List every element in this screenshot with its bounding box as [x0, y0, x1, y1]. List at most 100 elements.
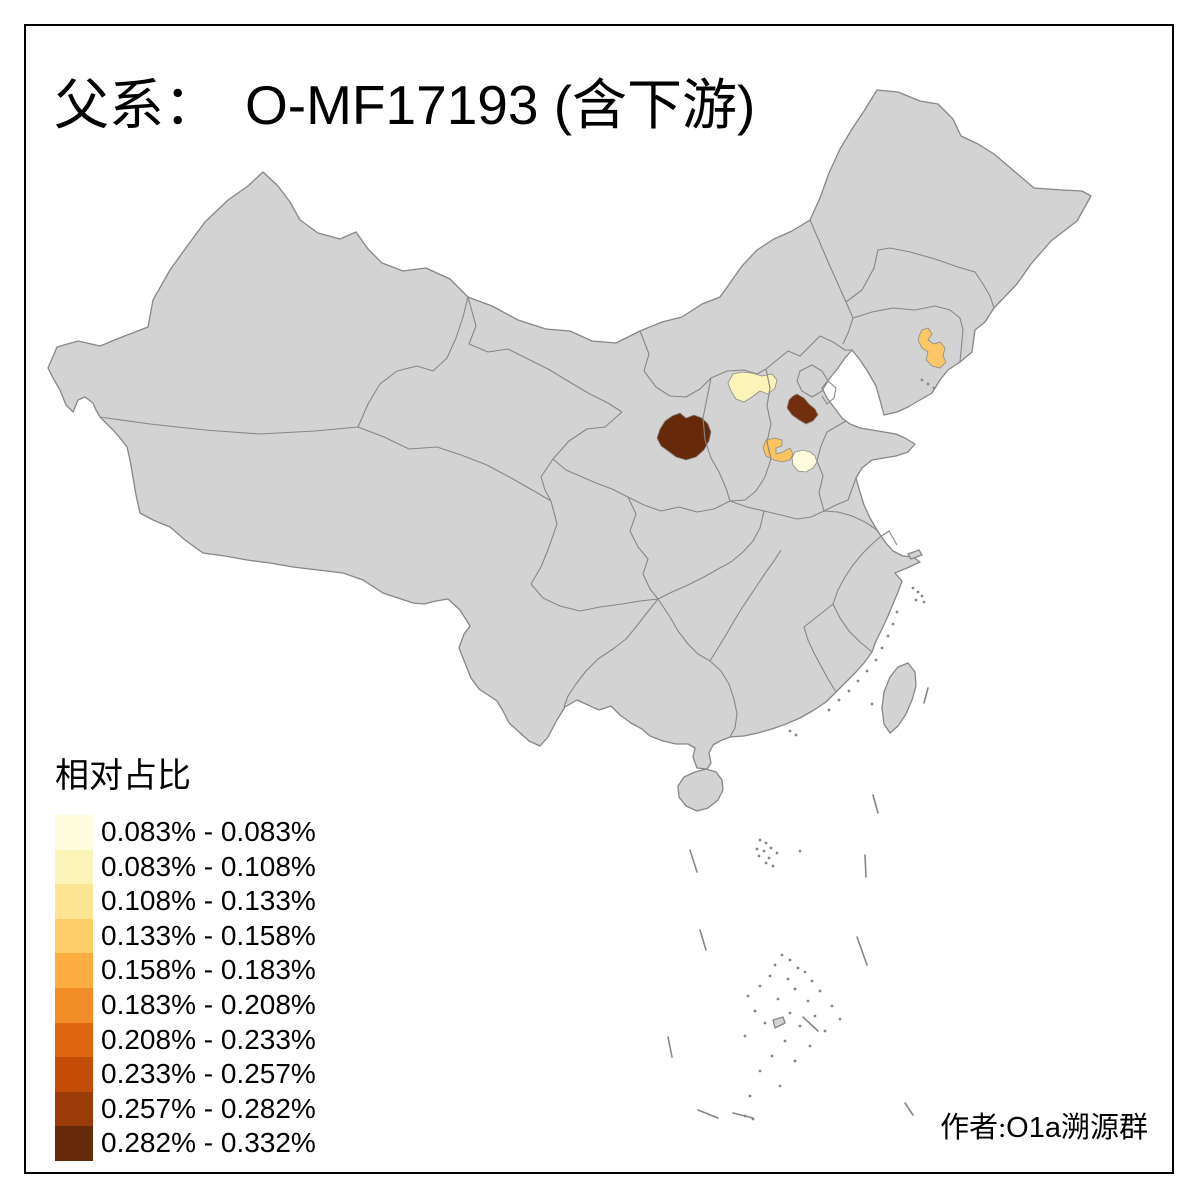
tiny-island-dot — [757, 854, 761, 858]
legend-swatch — [55, 1126, 93, 1161]
tiny-island-dot — [748, 1094, 752, 1098]
tiny-island-dot — [768, 974, 772, 978]
tiny-island-dot — [880, 646, 884, 650]
tiny-island-dot — [808, 1044, 812, 1048]
legend-row: 0.208% - 0.233% — [55, 1022, 316, 1058]
legend-swatch — [55, 884, 93, 919]
hainan-island — [677, 768, 724, 812]
sea-boundary-dash — [697, 1109, 719, 1119]
tiny-island-dot — [895, 610, 899, 614]
province-borders — [99, 219, 995, 738]
legend-swatch — [55, 1022, 93, 1058]
sea-boundary-dash — [689, 849, 698, 873]
legend-swatch — [55, 953, 93, 988]
author-credit: 作者:O1a溯源群 — [940, 1104, 1148, 1146]
sea-boundary-dash — [864, 854, 867, 878]
tiny-island-dot — [743, 1034, 747, 1038]
legend-swatch — [55, 918, 93, 954]
sea-boundary-dash — [856, 936, 868, 966]
legend-row: 0.108% - 0.133% — [55, 884, 316, 919]
tiny-island-dot — [874, 658, 878, 662]
tiny-island-dot — [776, 997, 780, 1001]
region-small-dark — [786, 393, 819, 425]
tiny-island-dot — [764, 861, 768, 865]
tiny-island-dot — [793, 1059, 797, 1063]
legend-swatch — [55, 849, 93, 885]
tiny-island-dot — [758, 838, 762, 842]
tiny-island-dot — [837, 698, 841, 702]
legend-row: 0.282% - 0.332% — [55, 1126, 316, 1161]
tiny-island-dot — [786, 977, 790, 981]
legend-row: 0.257% - 0.282% — [55, 1091, 316, 1127]
tiny-island-dot — [798, 1024, 802, 1028]
legend-row: 0.183% - 0.208% — [55, 987, 316, 1023]
sea-boundary-dash — [667, 1036, 673, 1058]
tiny-island-dot — [813, 1014, 817, 1018]
mainland-outline — [47, 89, 1092, 770]
tiny-island-dot — [778, 1084, 782, 1088]
sea-islet — [772, 1016, 786, 1029]
legend-bin-label: 0.158% - 0.183% — [101, 954, 316, 986]
legend-bin-label: 0.282% - 0.332% — [101, 1127, 316, 1159]
sea-boundary-dash — [699, 929, 707, 951]
legend-bin-label: 0.208% - 0.233% — [101, 1023, 316, 1055]
legend-bin-label: 0.108% - 0.133% — [101, 885, 316, 917]
tiny-island-dot — [794, 733, 798, 737]
sea-boundary-dash — [904, 1102, 914, 1116]
tiny-island-dot — [796, 966, 800, 970]
tiny-island-dot — [746, 994, 750, 998]
legend-bin-label: 0.233% - 0.257% — [101, 1058, 316, 1090]
tiny-island-dot — [914, 598, 918, 602]
sea-boundary-dash — [802, 1016, 819, 1032]
tiny-island-dot — [769, 846, 773, 850]
legend-row: 0.083% - 0.108% — [55, 849, 316, 885]
tiny-island-dot — [773, 963, 777, 967]
taiwan-island — [881, 662, 917, 734]
legend-bin-label: 0.183% - 0.208% — [101, 988, 316, 1020]
legend-bin-label: 0.257% - 0.282% — [101, 1092, 316, 1124]
chongming-islet — [907, 549, 923, 560]
tiny-island-dot — [922, 600, 926, 604]
figure-title: 父系： O-MF17193 (含下游) — [54, 60, 755, 140]
tiny-island-dot — [870, 702, 874, 706]
legend-swatch — [55, 815, 93, 850]
tiny-island-dot — [793, 987, 797, 991]
tiny-island-dot — [764, 841, 768, 845]
legend-rows: 0.083% - 0.083% 0.083% - 0.108% 0.108% - 0… — [55, 815, 316, 1161]
tiny-island-dot — [891, 622, 895, 626]
tiny-island-dot — [770, 1054, 774, 1058]
legend-row: 0.158% - 0.183% — [55, 953, 316, 988]
tiny-island-dot — [806, 999, 810, 1003]
region-large-dark — [656, 412, 712, 461]
tiny-island-dot — [865, 669, 869, 673]
title-haplogroup: O-MF17193 (含下游) — [245, 74, 756, 136]
tiny-island-dot — [755, 847, 759, 851]
tiny-island-dot — [810, 979, 814, 983]
tiny-island-dot — [856, 679, 860, 683]
sea-boundary-dash — [923, 687, 929, 704]
tiny-island-dot — [803, 970, 807, 974]
tiny-island-dot — [780, 953, 784, 957]
legend-swatch — [55, 987, 93, 1023]
tiny-island-dot — [758, 1069, 762, 1073]
title-prefix: 父系： — [54, 75, 220, 136]
tiny-island-dot — [932, 386, 936, 390]
islands-and-dashes — [667, 378, 936, 1121]
legend-row: 0.233% - 0.257% — [55, 1057, 316, 1092]
tiny-island-dot — [823, 1029, 827, 1033]
sea-boundary-dash — [872, 794, 879, 814]
tiny-island-dot — [788, 729, 792, 733]
author-prefix: 作者: — [940, 1112, 1007, 1144]
tiny-island-dot — [827, 708, 831, 712]
tiny-island-dot — [847, 689, 851, 693]
legend-bin-label: 0.083% - 0.108% — [101, 850, 316, 882]
legend: 相对占比 0.083% - 0.083% 0.083% - 0.108% 0.108… — [55, 748, 316, 1161]
tiny-island-dot — [911, 586, 915, 590]
sea-boundary-dash — [732, 1112, 754, 1119]
legend-bin-label: 0.083% - 0.083% — [101, 816, 316, 847]
tiny-island-dot — [916, 590, 920, 594]
legend-row: 0.083% - 0.083% — [55, 815, 316, 850]
tiny-island-dot — [763, 1021, 767, 1025]
